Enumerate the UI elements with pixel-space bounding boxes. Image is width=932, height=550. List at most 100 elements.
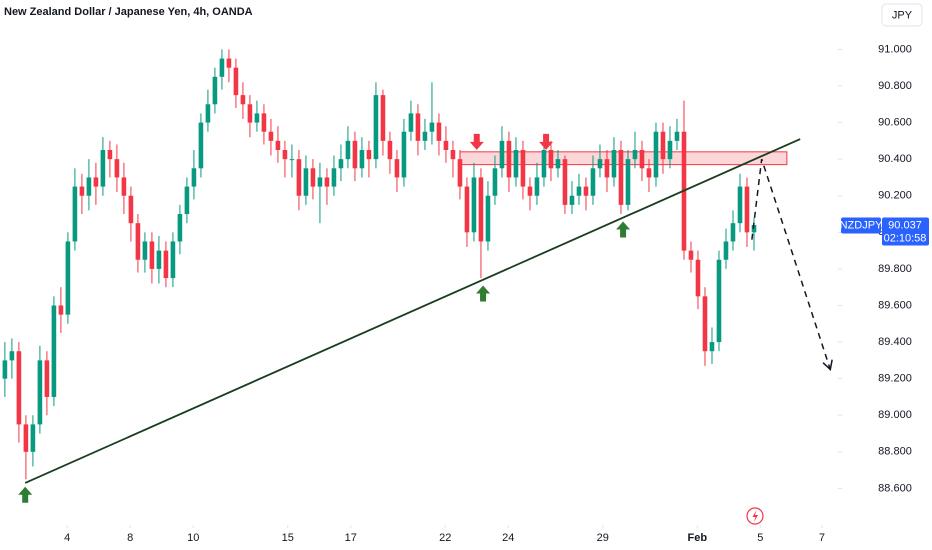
candle-body [331,168,337,187]
y-tick-label: 90.600 [878,116,912,128]
candle-body [121,177,127,196]
y-tick-label: 91.000 [878,43,912,55]
alert-icon-circle[interactable] [746,507,764,525]
alert-icon-bolt[interactable] [752,510,759,522]
candle-body [282,150,288,160]
candle-body [156,250,162,269]
candle-body [611,150,617,178]
candle-body [275,140,281,150]
candle-body [387,140,393,160]
candle-body [534,177,540,196]
candle-body [653,131,659,178]
candle-body [184,186,190,215]
candle-body [695,259,701,297]
candle-body [443,140,449,150]
candle-body [51,305,57,397]
candle-body [65,241,71,315]
x-tick-label: 5 [757,532,763,544]
symbol-label: NZDJPY [840,219,883,231]
countdown-label: 02:10:58 [884,232,927,244]
projection-arrowhead [822,359,833,371]
candle-body [30,424,36,452]
y-tick-label: 89.200 [878,373,912,385]
candle-body [317,177,323,187]
x-tick-label: 7 [819,532,825,544]
y-tick-label: 89.000 [878,409,912,421]
candle-body [723,241,729,260]
currency-button[interactable]: JPY [881,3,923,27]
candle-body [303,168,309,196]
signal-arrow [469,133,484,150]
candle-body [646,168,652,178]
candle-body [415,113,421,141]
candle-body [436,122,442,141]
currency-button-frame[interactable] [881,3,923,27]
candle-body [58,305,64,315]
candle-body [408,113,414,132]
candle-body [100,150,106,187]
candle-body [485,195,491,242]
candle-body [569,195,575,205]
price-badge [882,217,929,246]
candle-body [492,168,498,196]
candle-body [296,159,302,196]
projection-line [751,158,832,370]
candle-body [107,150,113,160]
candle-body [751,225,757,233]
candle-body [352,140,358,169]
candle-body [660,131,666,160]
x-tick-label: Feb [688,532,708,544]
candle-body [562,159,568,205]
candle-body [401,131,407,178]
candle-body [2,360,8,379]
x-tick-label: 17 [345,532,357,544]
candle-body [394,159,400,178]
current-price-label: 90.037 [888,219,922,231]
candle-body [128,195,134,224]
candle-body [555,159,561,169]
x-tick-label: 10 [187,532,199,544]
signal-arrow [476,285,491,302]
candle-body [632,150,638,160]
candle-body [373,95,379,160]
alert-icon[interactable] [746,507,764,525]
y-tick-label: 88.600 [878,482,912,494]
candle-body [702,296,708,352]
candle-body [219,58,225,77]
candle-body [744,186,750,233]
candle-body [233,67,239,96]
candle-body [737,186,743,224]
candle-body [359,150,365,169]
candle-body [709,342,715,352]
candle-body [450,150,456,160]
candle-body [527,186,533,196]
candle-body [142,241,148,260]
candle-body [618,150,624,205]
y-tick-label: 90.800 [878,80,912,92]
chart-title: New Zealand Dollar / Japanese Yen, 4h, O… [4,6,253,18]
candle-body [576,186,582,196]
candle-body [464,186,470,233]
candle-body [716,259,722,343]
candle-body [44,360,50,397]
candle-body [625,159,631,205]
candle-body [72,186,78,242]
x-tick-label: 29 [597,532,609,544]
candle-body [289,159,295,161]
candle-body [198,122,204,169]
currency-button-label[interactable]: JPY [892,9,913,21]
candle-body [639,150,645,169]
candle-body [149,241,155,269]
candle-body [212,76,218,105]
candle-body [23,424,29,452]
candle-body [247,104,253,123]
candle-body [688,250,694,260]
candle-body [380,95,386,141]
candle-body [93,177,99,187]
candle-body [310,168,316,187]
candle-body [324,177,330,187]
candle-body [499,140,505,169]
candle-body [170,241,176,279]
